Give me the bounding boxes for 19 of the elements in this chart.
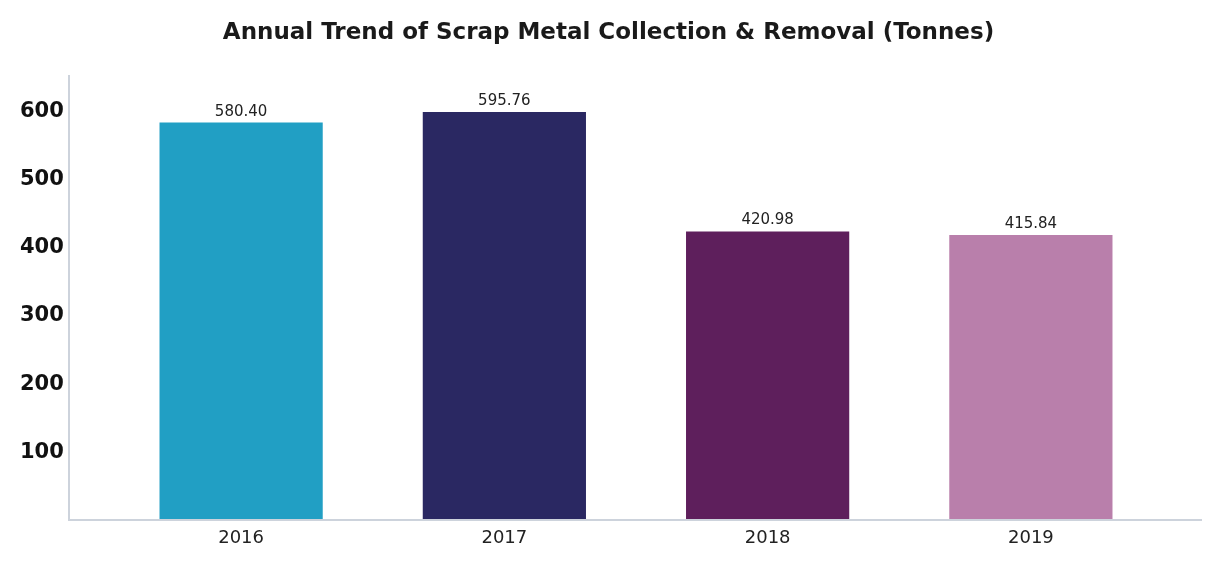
bar: [422, 112, 586, 519]
data-label: 415.84: [1004, 213, 1058, 232]
y-tick-label: 100: [19, 439, 64, 464]
bar: [686, 231, 850, 519]
data-label: 580.40: [214, 101, 268, 120]
x-tick-label: 2017: [481, 525, 528, 547]
chart-title: Annual Trend of Scrap Metal Collection & Removal (Tonnes): [222, 17, 995, 44]
x-tick-label: 2019: [1007, 525, 1054, 547]
bar: [159, 122, 323, 519]
y-tick-label: 600: [19, 97, 64, 122]
x-tick-label: 2018: [744, 525, 791, 547]
y-tick-label: 200: [19, 370, 64, 395]
y-tick-label: 400: [19, 234, 64, 259]
y-tick-label: 500: [19, 165, 64, 190]
bar: [949, 234, 1113, 519]
data-label: 595.76: [478, 91, 531, 110]
x-tick-label: 2016: [218, 525, 265, 547]
data-label: 420.98: [741, 210, 794, 229]
y-tick-label: 300: [19, 302, 64, 327]
